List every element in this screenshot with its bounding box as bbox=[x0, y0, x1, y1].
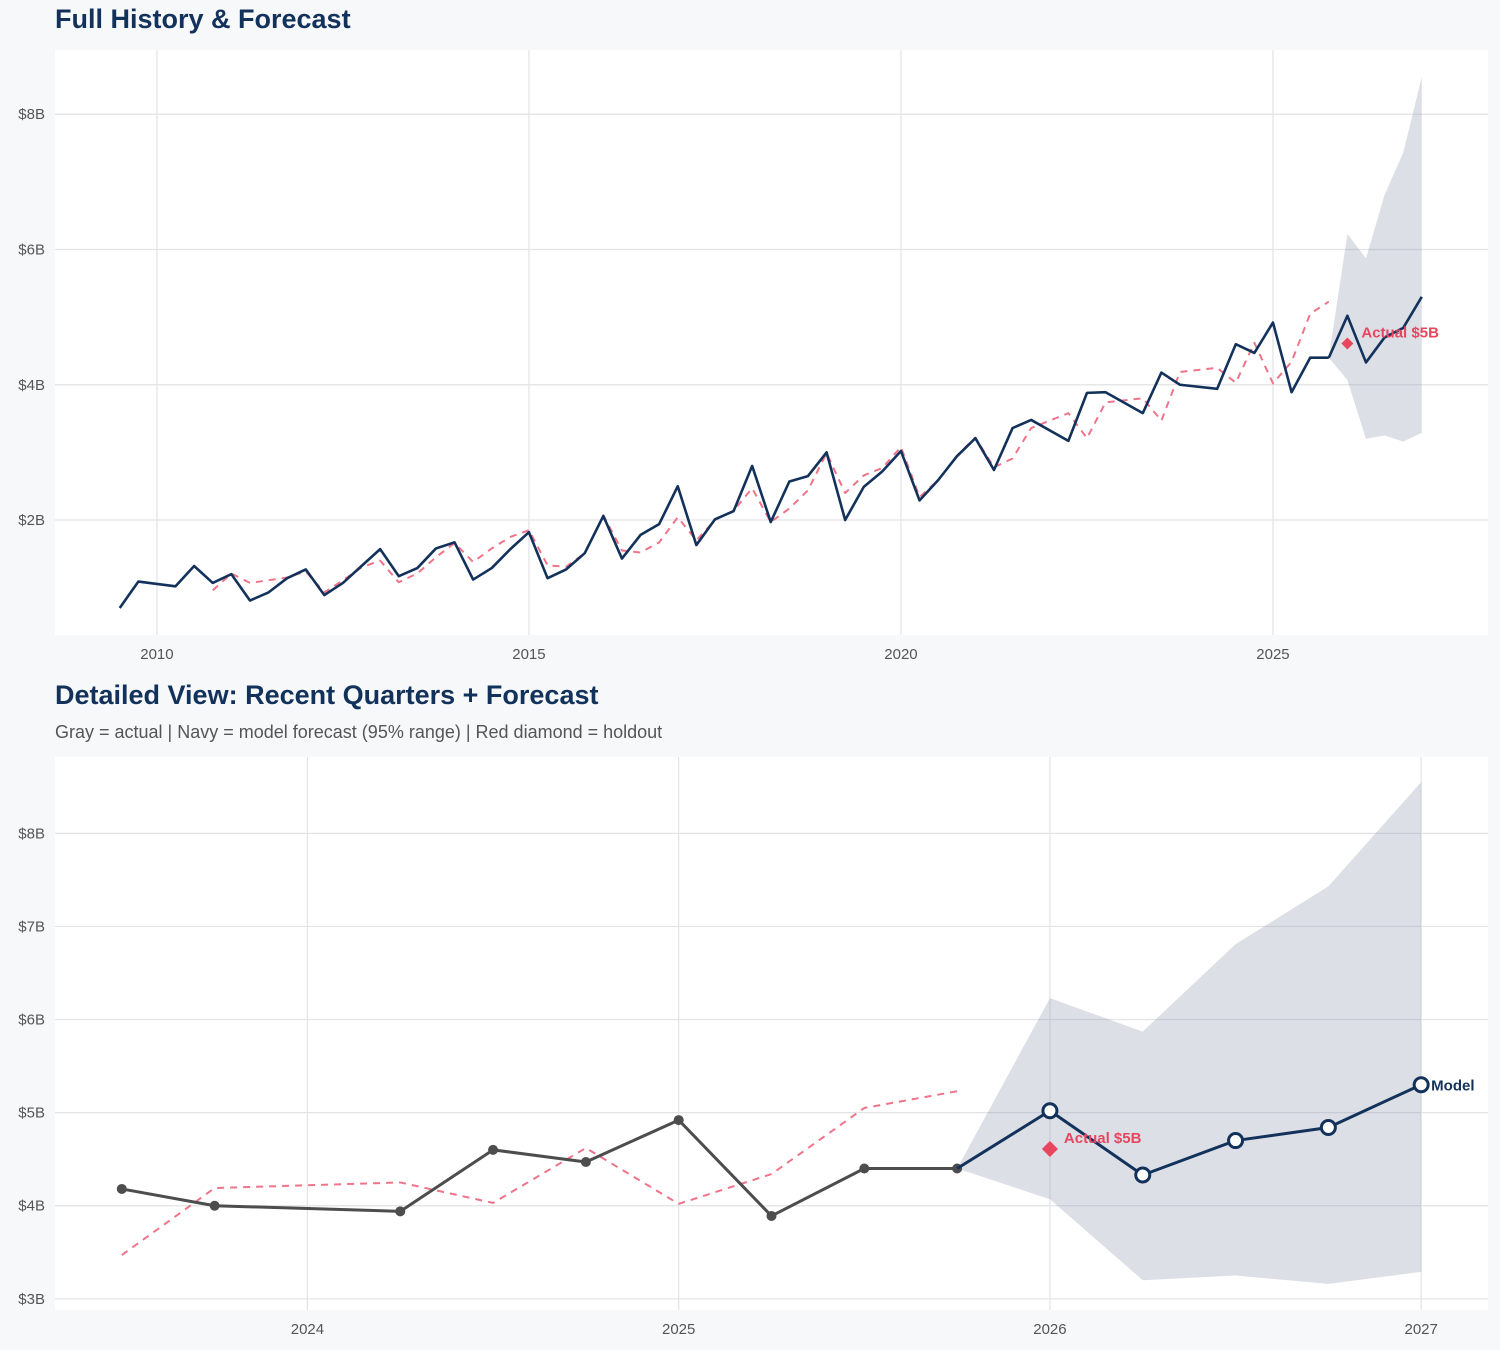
actual-point bbox=[673, 1115, 684, 1126]
chart-title-detailed-view: Detailed View: Recent Quarters + Forecas… bbox=[55, 680, 599, 710]
x-tick-label: 2020 bbox=[884, 646, 917, 663]
holdout-label: Actual $5B bbox=[1064, 1130, 1142, 1147]
plot-area bbox=[55, 50, 1488, 635]
chart-title-full-history: Full History & Forecast bbox=[55, 4, 351, 34]
y-tick-label: $4B bbox=[18, 377, 45, 394]
x-tick-label: 2025 bbox=[662, 1321, 695, 1338]
actual-point bbox=[859, 1163, 870, 1174]
fitted-line bbox=[121, 1090, 958, 1256]
x-tick-label: 2027 bbox=[1404, 1321, 1437, 1338]
chart-subtitle-detailed-view: Gray = actual | Navy = model forecast (9… bbox=[55, 722, 663, 742]
actual-point bbox=[116, 1183, 127, 1194]
chart-detailed-view: 2024 2025 2026 2027 $3B $4B $5B $6B $7B $8B Model A… bbox=[18, 757, 1488, 1338]
y-tick-label: $2B bbox=[18, 512, 45, 529]
y-tick-label: $5B bbox=[18, 1105, 45, 1122]
forecast-line bbox=[956, 1083, 1422, 1177]
y-tick-label: $4B bbox=[18, 1198, 45, 1215]
holdout-diamond-marker bbox=[1341, 337, 1354, 350]
holdout-diamond-marker bbox=[1041, 1140, 1058, 1157]
holdout-label: Actual $5B bbox=[1361, 325, 1439, 342]
actual-point bbox=[766, 1210, 777, 1221]
actual-point bbox=[488, 1144, 499, 1155]
actual-point bbox=[580, 1156, 591, 1167]
forecast-point bbox=[1412, 1076, 1430, 1094]
y-tick-label: $8B bbox=[18, 825, 45, 842]
forecast-band-95 bbox=[1328, 77, 1422, 442]
y-tick-label: $6B bbox=[18, 242, 45, 259]
actual-point bbox=[395, 1206, 406, 1217]
x-tick-label: 2025 bbox=[1256, 646, 1289, 663]
x-tick-label: 2010 bbox=[140, 646, 173, 663]
actual-point bbox=[209, 1200, 220, 1211]
forecast-band-95 bbox=[957, 782, 1422, 1284]
forecast-point bbox=[1319, 1119, 1337, 1137]
x-tick-label: 2024 bbox=[291, 1321, 324, 1338]
forecast-point bbox=[1041, 1102, 1059, 1120]
forecast-point bbox=[1227, 1132, 1245, 1150]
fitted-line bbox=[212, 300, 1330, 594]
y-tick-label: $3B bbox=[18, 1291, 45, 1308]
y-tick-label: $7B bbox=[18, 918, 45, 935]
chart-full-history: 2010 2015 2020 2025 $2B $4B $6B $8B Actual $5B bbox=[18, 50, 1488, 663]
x-tick-label: 2015 bbox=[512, 646, 545, 663]
y-tick-label: $8B bbox=[18, 106, 45, 123]
y-tick-label: $6B bbox=[18, 1012, 45, 1029]
x-tick-label: 2026 bbox=[1033, 1321, 1066, 1338]
actual-line bbox=[118, 321, 1329, 609]
forecast-line bbox=[1327, 296, 1423, 364]
model-end-label: Model bbox=[1431, 1078, 1474, 1095]
forecast-point bbox=[1134, 1166, 1152, 1184]
